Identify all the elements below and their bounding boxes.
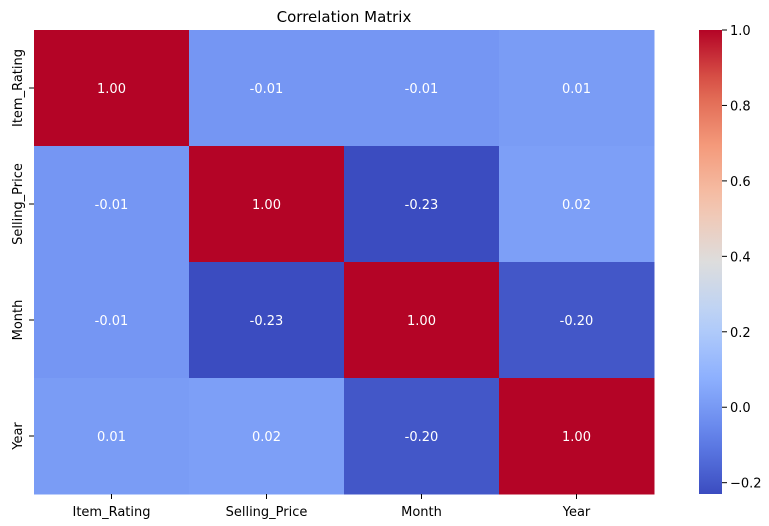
cell-value-label: 1.00 bbox=[97, 82, 126, 97]
heatmap-cell bbox=[189, 262, 345, 379]
y-tick-label: Selling_Price bbox=[11, 163, 26, 245]
heatmap-cell bbox=[499, 30, 655, 147]
cell-value-label: -0.01 bbox=[405, 82, 439, 97]
heatmap-cell bbox=[189, 30, 345, 147]
cell-value-label: 1.00 bbox=[407, 314, 436, 329]
heatmap-cells: 1.00 -0.01 -0.01 0.01 -0.01 1.00 -0.23 0.02 -0.0… bbox=[34, 30, 655, 495]
heatmap-cell bbox=[34, 146, 190, 263]
heatmap-cell bbox=[34, 378, 190, 495]
x-axis: Item_Rating Selling_Price Month Year bbox=[72, 494, 591, 520]
x-tick-label: Item_Rating bbox=[72, 505, 150, 520]
cell-value-label: 0.01 bbox=[562, 82, 591, 97]
colorbar-tick-label: −0.2 bbox=[730, 477, 762, 492]
cell-value-label: 0.02 bbox=[562, 198, 591, 213]
heatmap-cell bbox=[344, 30, 500, 147]
cell-value-label: -0.23 bbox=[405, 198, 439, 213]
colorbar-tick-label: 1.0 bbox=[730, 24, 751, 39]
cell-value-label: -0.01 bbox=[95, 198, 129, 213]
y-axis: Item_Rating Selling_Price Month Year bbox=[11, 49, 34, 451]
heatmap-cell bbox=[189, 146, 345, 263]
heatmap-cell bbox=[499, 262, 655, 379]
y-tick-label: Item_Rating bbox=[11, 49, 26, 127]
colorbar-tick-label: 0.2 bbox=[730, 326, 751, 341]
x-tick-label: Year bbox=[562, 505, 591, 520]
cell-value-label: -0.01 bbox=[250, 82, 284, 97]
heatmap-cell bbox=[34, 262, 190, 379]
heatmap-cell bbox=[499, 146, 655, 263]
y-tick-label: Year bbox=[11, 422, 26, 451]
y-tick-label: Month bbox=[11, 300, 26, 341]
heatmap-cell bbox=[189, 378, 345, 495]
heatmap-cell bbox=[344, 262, 500, 379]
colorbar-tick-label: 0.8 bbox=[730, 99, 751, 114]
cell-value-label: 1.00 bbox=[562, 430, 591, 445]
x-tick-label: Selling_Price bbox=[226, 505, 308, 520]
heatmap-cell bbox=[344, 146, 500, 263]
heatmap-cell bbox=[344, 378, 500, 495]
chart-title: Correlation Matrix bbox=[277, 8, 412, 26]
x-tick-label: Month bbox=[401, 505, 442, 520]
cell-value-label: -0.23 bbox=[250, 314, 284, 329]
colorbar-tick-label: 0.6 bbox=[730, 175, 751, 190]
cell-value-label: -0.20 bbox=[405, 430, 439, 445]
colorbar-tick-label: 0.4 bbox=[730, 250, 751, 265]
cell-value-label: 0.02 bbox=[252, 430, 281, 445]
cell-value-label: 0.01 bbox=[97, 430, 126, 445]
cell-value-label: 1.00 bbox=[252, 198, 281, 213]
colorbar-gradient bbox=[699, 30, 722, 494]
heatmap-cell bbox=[34, 30, 190, 147]
heatmap-cell bbox=[499, 378, 655, 495]
cell-value-label: -0.01 bbox=[95, 314, 129, 329]
colorbar-tick-label: 0.0 bbox=[730, 401, 751, 416]
colorbar: −0.2 0.0 0.2 0.4 0.6 0.8 1.0 bbox=[699, 24, 762, 494]
cell-value-label: -0.20 bbox=[560, 314, 594, 329]
